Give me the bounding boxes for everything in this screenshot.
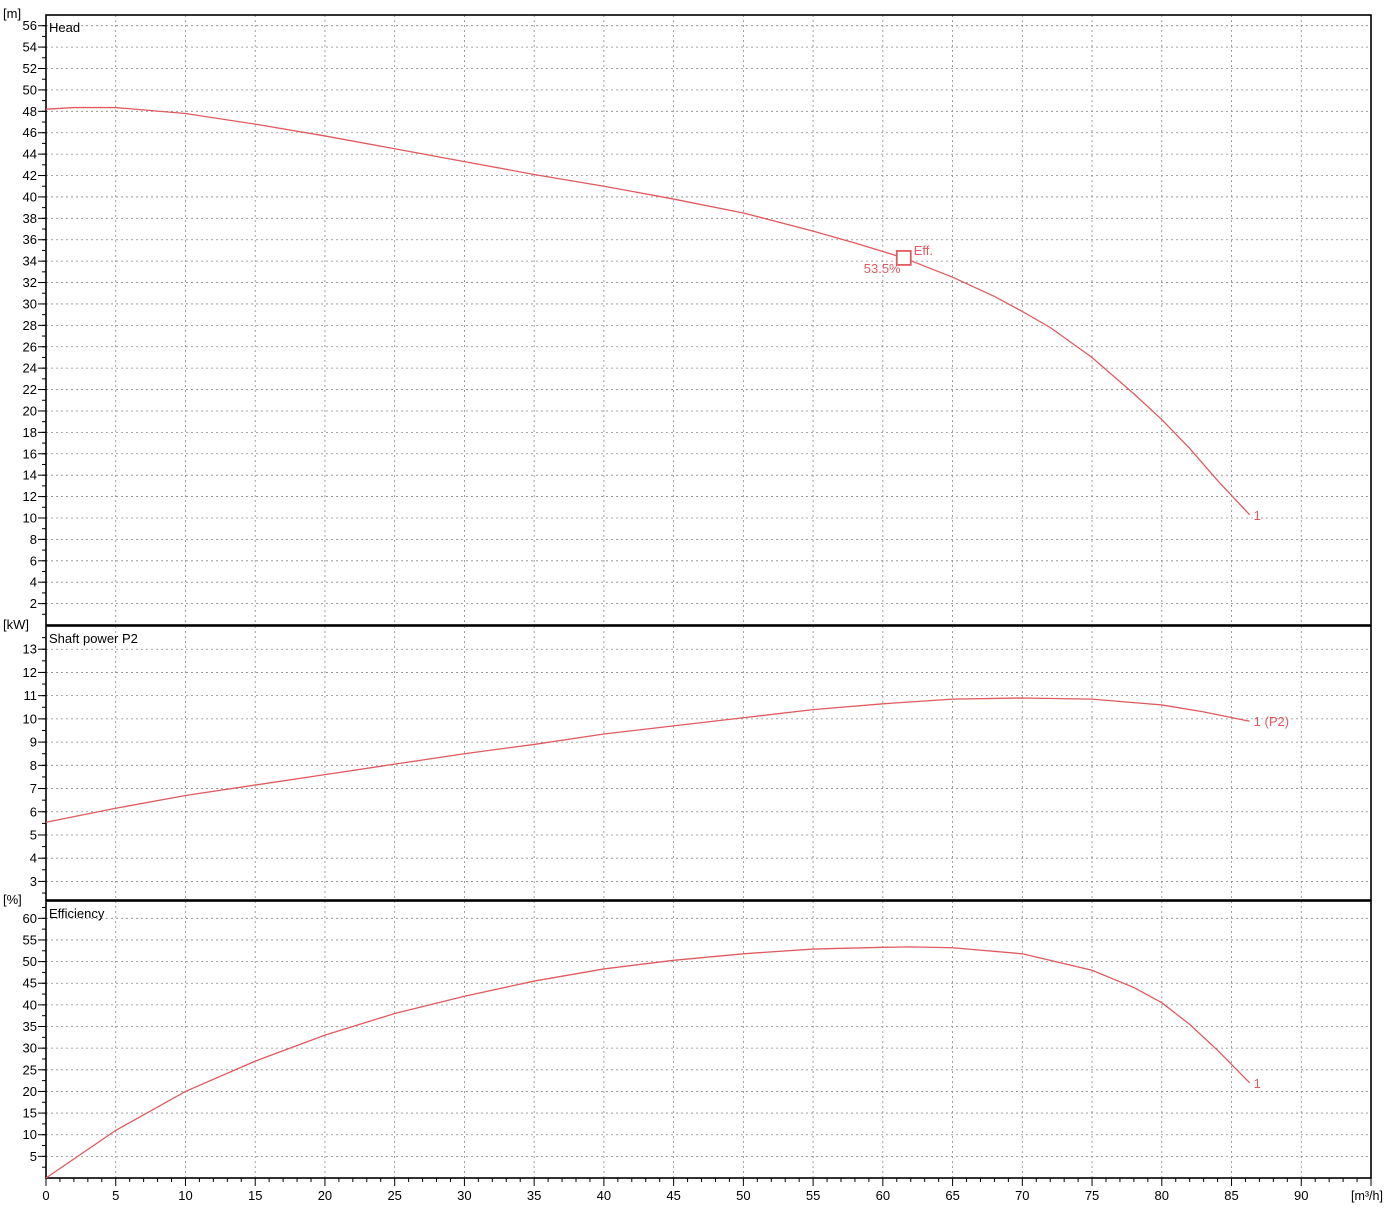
x-tick-label: 0 — [42, 1188, 49, 1203]
y-tick-label: 20 — [23, 1084, 37, 1099]
series-label: 1 — [1254, 508, 1261, 523]
y-tick-label: 7 — [30, 781, 37, 796]
x-tick-label: 70 — [1015, 1188, 1029, 1203]
y-tick-label: 45 — [23, 976, 37, 991]
y-tick-label: 5 — [30, 1149, 37, 1164]
panel-title: Shaft power P2 — [49, 631, 138, 646]
panel-2: 3 4 5 6 7 8 9 10 11 12 13 [kW] Shaft power P2 1 (P2) — [3, 617, 1371, 900]
y-tick-label: 50 — [23, 954, 37, 969]
x-tick-label: 5 — [112, 1188, 119, 1203]
y-tick-label: 4 — [30, 851, 37, 866]
x-tick-label: 55 — [806, 1188, 820, 1203]
x-tick-label: 75 — [1085, 1188, 1099, 1203]
panel-frame — [46, 626, 1371, 900]
x-tick-label: 35 — [527, 1188, 541, 1203]
y-tick-label: 24 — [23, 361, 37, 376]
x-tick-label: 40 — [597, 1188, 611, 1203]
x-tick-label: 45 — [666, 1188, 680, 1203]
y-tick-label: 36 — [23, 232, 37, 247]
y-tick-label: 46 — [23, 125, 37, 140]
y-tick-label: 40 — [23, 189, 37, 204]
y-tick-label: 9 — [30, 735, 37, 750]
y-tick-label: 12 — [23, 665, 37, 680]
y-tick-label: 10 — [23, 711, 37, 726]
y-tick-label: 20 — [23, 403, 37, 418]
y-tick-label: 52 — [23, 61, 37, 76]
y-tick-label: 3 — [30, 874, 37, 889]
annotation-value: 53.5% — [864, 261, 901, 276]
y-unit-label: [kW] — [3, 617, 29, 632]
x-tick-label: 15 — [248, 1188, 262, 1203]
y-tick-label: 55 — [23, 932, 37, 947]
x-tick-label: 90 — [1294, 1188, 1308, 1203]
x-tick-label: 80 — [1155, 1188, 1169, 1203]
panel-title: Head — [49, 20, 80, 35]
y-tick-label: 16 — [23, 446, 37, 461]
y-tick-label: 10 — [23, 1127, 37, 1142]
y-tick-label: 35 — [23, 1019, 37, 1034]
y-tick-label: 30 — [23, 1041, 37, 1056]
y-tick-label: 10 — [23, 510, 37, 525]
series-line — [46, 947, 1250, 1178]
y-tick-label: 40 — [23, 997, 37, 1012]
y-tick-label: 25 — [23, 1062, 37, 1077]
y-tick-label: 50 — [23, 82, 37, 97]
x-tick-label: 10 — [178, 1188, 192, 1203]
y-tick-label: 8 — [30, 532, 37, 547]
y-tick-label: 32 — [23, 275, 37, 290]
y-tick-label: 28 — [23, 318, 37, 333]
x-tick-label: 25 — [387, 1188, 401, 1203]
y-tick-label: 30 — [23, 296, 37, 311]
y-tick-label: 22 — [23, 382, 37, 397]
y-tick-label: 6 — [30, 553, 37, 568]
series-label: 1 (P2) — [1254, 714, 1289, 729]
y-tick-label: 5 — [30, 827, 37, 842]
y-tick-label: 38 — [23, 211, 37, 226]
panel-1: 2468101214161820222426283032343638404244… — [3, 6, 1371, 625]
panel-title: Efficiency — [49, 906, 105, 921]
series-label: 1 — [1254, 1076, 1261, 1091]
y-tick-label: 2 — [30, 596, 37, 611]
y-tick-label: 60 — [23, 911, 37, 926]
y-tick-label: 44 — [23, 147, 37, 162]
x-tick-label: 50 — [736, 1188, 750, 1203]
y-tick-label: 56 — [23, 18, 37, 33]
x-tick-label: 60 — [876, 1188, 890, 1203]
y-tick-label: 54 — [23, 40, 37, 55]
series-line — [46, 698, 1250, 822]
y-tick-label: 4 — [30, 575, 37, 590]
y-tick-label: 42 — [23, 168, 37, 183]
y-tick-label: 11 — [24, 688, 38, 703]
panel-frame — [46, 901, 1371, 1178]
x-tick-label: 85 — [1224, 1188, 1238, 1203]
y-tick-label: 34 — [23, 254, 37, 269]
y-unit-label: [%] — [3, 892, 22, 907]
x-tick-label: 20 — [318, 1188, 332, 1203]
x-unit-label: [m³/h] — [1351, 1189, 1383, 1203]
annotation-label: Eff. — [914, 243, 933, 258]
y-tick-label: 15 — [23, 1106, 37, 1121]
x-tick-label: 30 — [457, 1188, 471, 1203]
y-unit-label: [m] — [3, 6, 21, 21]
y-tick-label: 13 — [23, 642, 37, 657]
y-tick-label: 14 — [23, 468, 37, 483]
panel-frame — [46, 15, 1371, 625]
y-tick-label: 8 — [30, 758, 37, 773]
y-tick-label: 6 — [30, 804, 37, 819]
y-tick-label: 18 — [23, 425, 37, 440]
y-tick-label: 12 — [23, 489, 37, 504]
y-tick-label: 48 — [23, 104, 37, 119]
x-tick-label: 65 — [945, 1188, 959, 1203]
y-tick-label: 26 — [23, 339, 37, 354]
